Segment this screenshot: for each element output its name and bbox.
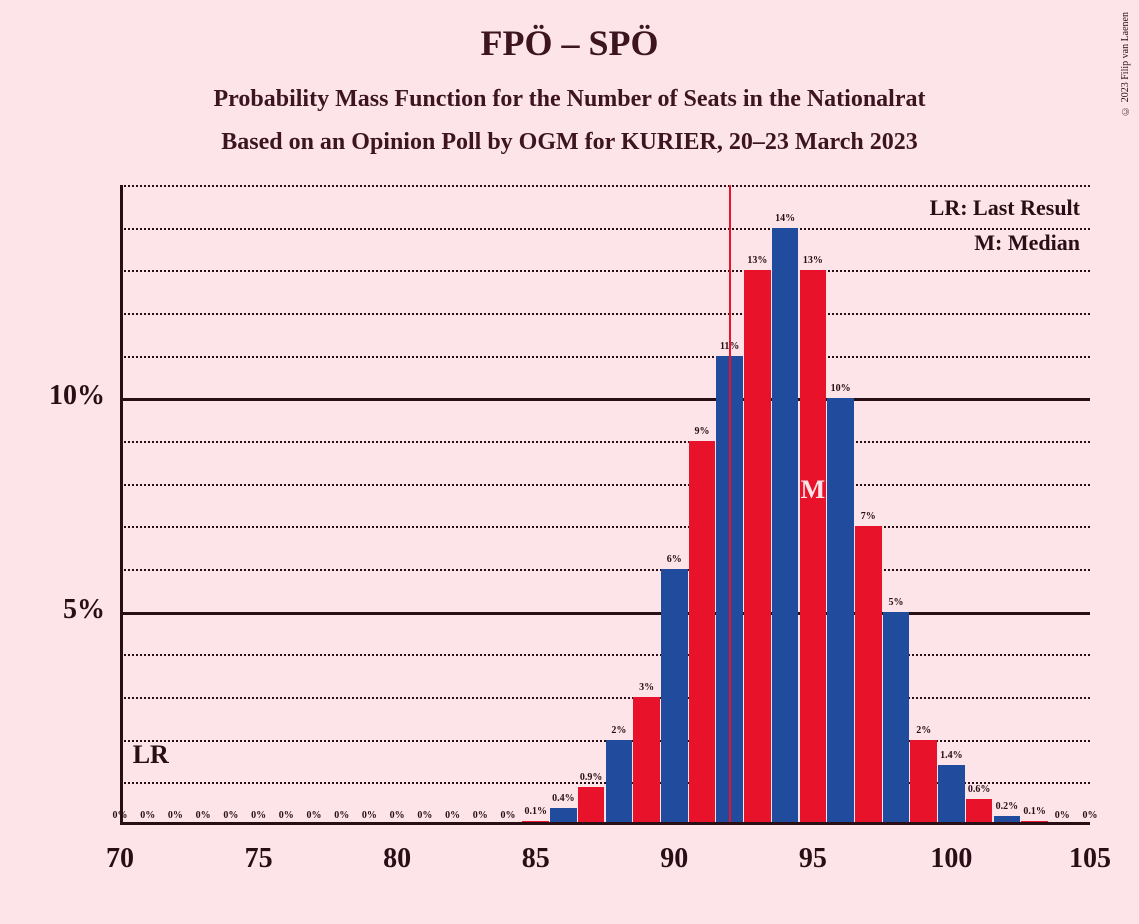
x-axis-tick-label: 95 bbox=[773, 843, 853, 875]
bar bbox=[744, 270, 771, 825]
gridline-minor bbox=[120, 654, 1090, 656]
x-axis-line bbox=[120, 822, 1090, 825]
chart-subtitle-1: Probability Mass Function for the Number… bbox=[0, 64, 1139, 113]
gridline-minor bbox=[120, 484, 1090, 486]
chart-title: FPÖ – SPÖ bbox=[0, 0, 1139, 64]
bar-value-label: 0% bbox=[1070, 810, 1110, 821]
x-axis-tick-label: 100 bbox=[911, 843, 991, 875]
bar-value-label: 13% bbox=[793, 255, 833, 266]
x-axis-tick-label: 85 bbox=[496, 843, 576, 875]
x-axis-tick-label: 70 bbox=[80, 843, 160, 875]
bar bbox=[578, 787, 605, 825]
bar-value-label: 0.6% bbox=[959, 784, 999, 795]
gridline-minor bbox=[120, 313, 1090, 315]
gridline-minor bbox=[120, 228, 1090, 230]
bar bbox=[661, 569, 688, 825]
median-line bbox=[729, 185, 731, 825]
gridline-minor bbox=[120, 441, 1090, 443]
y-axis-tick-label: 10% bbox=[0, 380, 105, 412]
gridline-minor bbox=[120, 569, 1090, 571]
median-marker: M bbox=[798, 475, 828, 505]
bar-value-label: 7% bbox=[848, 511, 888, 522]
gridline-minor bbox=[120, 697, 1090, 699]
x-axis-tick-label: 105 bbox=[1050, 843, 1130, 875]
bar bbox=[689, 441, 716, 825]
gridline-major bbox=[120, 612, 1090, 615]
bar bbox=[633, 697, 660, 825]
bar bbox=[883, 612, 910, 825]
x-axis-tick-label: 80 bbox=[357, 843, 437, 875]
gridline-minor bbox=[120, 270, 1090, 272]
bar-value-label: 14% bbox=[765, 213, 805, 224]
lr-marker: LR bbox=[133, 740, 169, 770]
bar bbox=[772, 228, 799, 825]
bar bbox=[855, 526, 882, 825]
copyright-text: © 2023 Filip van Laenen bbox=[1120, 12, 1131, 116]
legend-m: M: Median bbox=[974, 230, 1080, 256]
bar-value-label: 10% bbox=[821, 383, 861, 394]
bar bbox=[606, 740, 633, 825]
x-axis-tick-label: 75 bbox=[219, 843, 299, 875]
gridline-minor bbox=[120, 356, 1090, 358]
chart-subtitle-2: Based on an Opinion Poll by OGM for KURI… bbox=[0, 113, 1139, 156]
bar-value-label: 1.4% bbox=[931, 750, 971, 761]
bar bbox=[800, 270, 827, 825]
bar-value-label: 5% bbox=[876, 597, 916, 608]
gridline-major bbox=[120, 398, 1090, 401]
gridline-minor bbox=[120, 185, 1090, 187]
legend-lr: LR: Last Result bbox=[930, 195, 1080, 221]
y-axis-tick-label: 5% bbox=[0, 594, 105, 626]
y-axis-line bbox=[120, 185, 123, 825]
bar bbox=[827, 398, 854, 825]
x-axis-tick-label: 90 bbox=[634, 843, 714, 875]
gridline-minor bbox=[120, 526, 1090, 528]
bar-value-label: 2% bbox=[904, 725, 944, 736]
